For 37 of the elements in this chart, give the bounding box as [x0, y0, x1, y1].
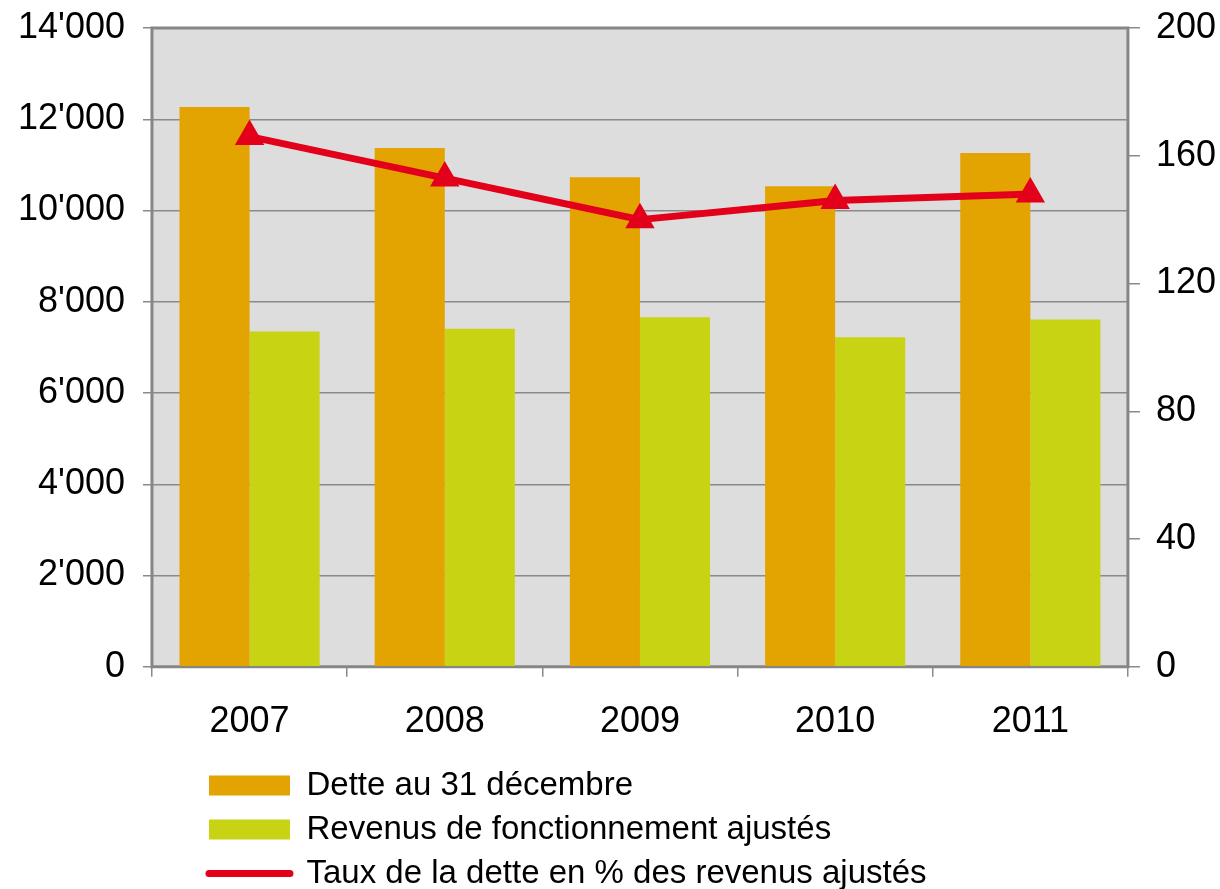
y2-tick-label: 80 — [1155, 388, 1196, 430]
point — [821, 184, 850, 209]
legend-label: Revenus de fonctionnement ajustés — [306, 808, 832, 846]
bar — [639, 317, 711, 667]
x-tick-label: 2009 — [599, 699, 680, 741]
point — [1016, 178, 1045, 203]
bar — [249, 331, 320, 667]
y2-tick-label: 0 — [1155, 643, 1176, 685]
point — [235, 120, 264, 146]
bar — [960, 153, 1031, 667]
bar — [179, 106, 250, 667]
legend-label: Taux de la dette en % des revenus ajustés — [306, 852, 927, 889]
x-tick-label: 2011 — [991, 699, 1070, 741]
y2-tick-label: 160 — [1155, 132, 1217, 174]
bar — [1030, 319, 1101, 667]
y-tick-label: 6'000 — [38, 369, 125, 411]
bar — [444, 328, 515, 667]
y-tick-label: 14'000 — [18, 4, 125, 46]
y-tick-label: 8'000 — [38, 278, 125, 320]
y-tick-label: 10'000 — [18, 187, 125, 229]
y2-tick-label: 200 — [1155, 4, 1217, 46]
bar — [374, 148, 445, 667]
point — [430, 162, 459, 187]
y-tick-label: 4'000 — [38, 461, 125, 503]
y-tick-label: 12'000 — [18, 96, 125, 138]
bar — [569, 177, 640, 667]
bar — [835, 337, 906, 667]
point — [625, 203, 654, 229]
x-tick-label: 2010 — [795, 699, 876, 741]
legend-label: Dette au 31 décembre — [306, 764, 634, 802]
y-tick-label: 0 — [104, 643, 125, 685]
y-tick-label: 2'000 — [38, 552, 125, 594]
y2-tick-label: 40 — [1155, 515, 1196, 557]
x-tick-label: 2008 — [404, 699, 485, 741]
y2-tick-label: 120 — [1155, 260, 1217, 302]
x-tick-label: 2007 — [209, 699, 290, 741]
bar — [765, 186, 836, 667]
